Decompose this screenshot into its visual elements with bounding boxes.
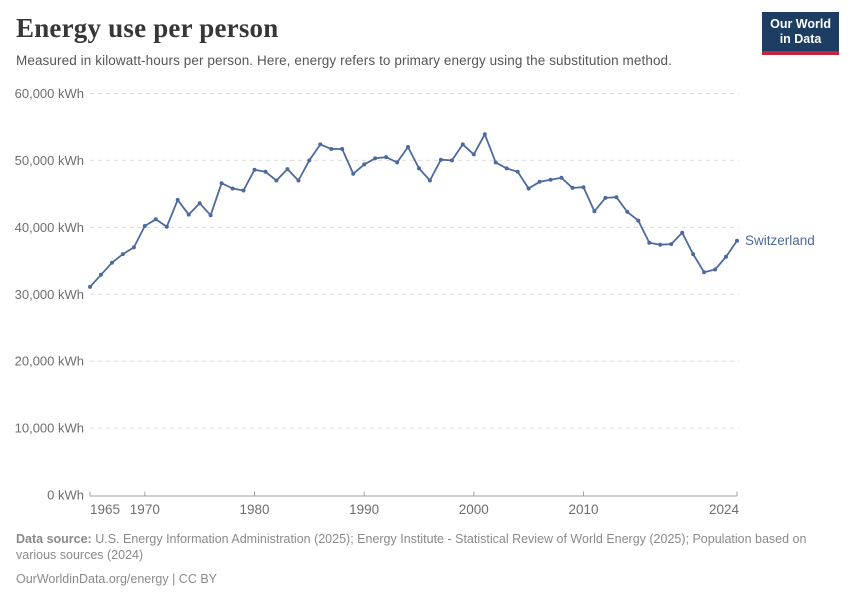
data-point-1983 [285, 167, 290, 172]
data-point-2012 [603, 195, 608, 200]
x-axis-label-1990: 1990 [349, 502, 379, 517]
chart-footer: Data source: U.S. Energy Information Adm… [16, 531, 816, 587]
x-axis-label-1980: 1980 [239, 502, 269, 517]
data-point-1970 [142, 224, 147, 228]
y-axis-label: 60,000 kWh [15, 86, 84, 101]
data-point-1965 [88, 284, 92, 289]
data-source-line: Data source: U.S. Energy Information Adm… [16, 531, 816, 564]
data-point-1975 [197, 201, 202, 206]
data-point-1985 [307, 158, 312, 163]
credit-link[interactable]: OurWorldinData.org/energy | CC BY [16, 571, 218, 586]
data-point-1977 [219, 181, 224, 186]
data-point-1994 [406, 145, 410, 149]
data-point-1967 [109, 260, 114, 265]
data-point-1993 [395, 160, 400, 165]
y-axis-label: 10,000 kWh [15, 421, 84, 436]
data-point-2000 [471, 152, 476, 157]
data-point-1989 [351, 171, 356, 176]
data-point-1971 [153, 217, 158, 222]
data-point-2021 [702, 270, 707, 275]
y-axis-label: 50,000 kWh [15, 153, 84, 168]
x-axis-label-2000: 2000 [459, 502, 489, 517]
x-axis-label-2024: 2024 [709, 502, 740, 517]
data-point-2016 [647, 240, 652, 245]
data-point-2003 [504, 166, 509, 171]
y-axis-label: 20,000 kWh [15, 354, 84, 369]
data-point-2024 [735, 238, 739, 243]
data-point-1978 [230, 186, 235, 191]
data-point-1981 [263, 169, 268, 174]
data-point-1982 [274, 178, 279, 183]
data-point-2014 [625, 209, 630, 214]
chart-header: Energy use per person Measured in kilowa… [16, 13, 756, 68]
data-point-2008 [559, 175, 564, 180]
data-point-2011 [592, 209, 597, 214]
data-point-1966 [99, 272, 103, 277]
data-point-1995 [417, 166, 421, 171]
data-point-2017 [658, 242, 663, 247]
data-source-text: U.S. Energy Information Administration (… [16, 532, 807, 563]
chart-subtitle: Measured in kilowatt-hours per person. H… [16, 53, 673, 68]
data-point-1996 [427, 178, 432, 183]
data-point-2019 [680, 230, 685, 235]
data-point-2020 [691, 252, 696, 257]
data-point-1979 [241, 188, 246, 193]
data-point-1997 [438, 157, 443, 162]
series-label-switzerland[interactable]: Switzerland [745, 233, 815, 248]
owid-logo[interactable]: Our World in Data [762, 12, 839, 55]
data-point-2006 [537, 179, 542, 184]
data-source-label: Data source: [16, 532, 92, 546]
data-point-1969 [131, 245, 136, 250]
data-point-2018 [669, 242, 674, 247]
page-title: Energy use per person [16, 13, 279, 43]
data-point-1992 [384, 155, 389, 160]
data-point-2015 [636, 218, 641, 223]
data-point-1976 [208, 213, 213, 218]
owid-logo-line1: Our World [770, 17, 831, 31]
y-axis-label: 40,000 kWh [15, 220, 84, 235]
data-point-1990 [362, 162, 367, 167]
data-point-2010 [581, 185, 586, 190]
x-axis-label-1965: 1965 [90, 502, 120, 517]
x-axis-label-1970: 1970 [130, 502, 160, 517]
data-point-1984 [296, 178, 301, 183]
data-point-1987 [329, 147, 334, 151]
data-point-1974 [186, 212, 191, 217]
data-point-1998 [449, 158, 454, 163]
data-point-2001 [482, 132, 487, 137]
data-point-1991 [373, 156, 378, 161]
data-point-1986 [318, 142, 323, 147]
data-point-2004 [515, 169, 520, 174]
data-point-1999 [460, 142, 465, 147]
data-point-2007 [548, 177, 553, 182]
x-axis-label-2010: 2010 [568, 502, 598, 517]
series-line-switzerland[interactable] [89, 133, 738, 288]
y-axis-label: 30,000 kWh [15, 287, 84, 302]
data-point-2005 [526, 186, 531, 191]
data-point-2002 [493, 160, 498, 165]
data-point-2013 [614, 195, 619, 200]
data-point-1972 [164, 224, 169, 229]
data-point-1973 [175, 197, 180, 202]
data-point-2009 [570, 185, 575, 190]
data-point-1980 [252, 167, 257, 172]
owid-logo-line2: in Data [779, 32, 822, 46]
data-point-1968 [120, 252, 125, 257]
data-point-2022 [713, 267, 718, 272]
data-point-2023 [724, 254, 728, 259]
data-point-1988 [340, 147, 345, 151]
y-axis-label: 0 kWh [47, 488, 84, 503]
